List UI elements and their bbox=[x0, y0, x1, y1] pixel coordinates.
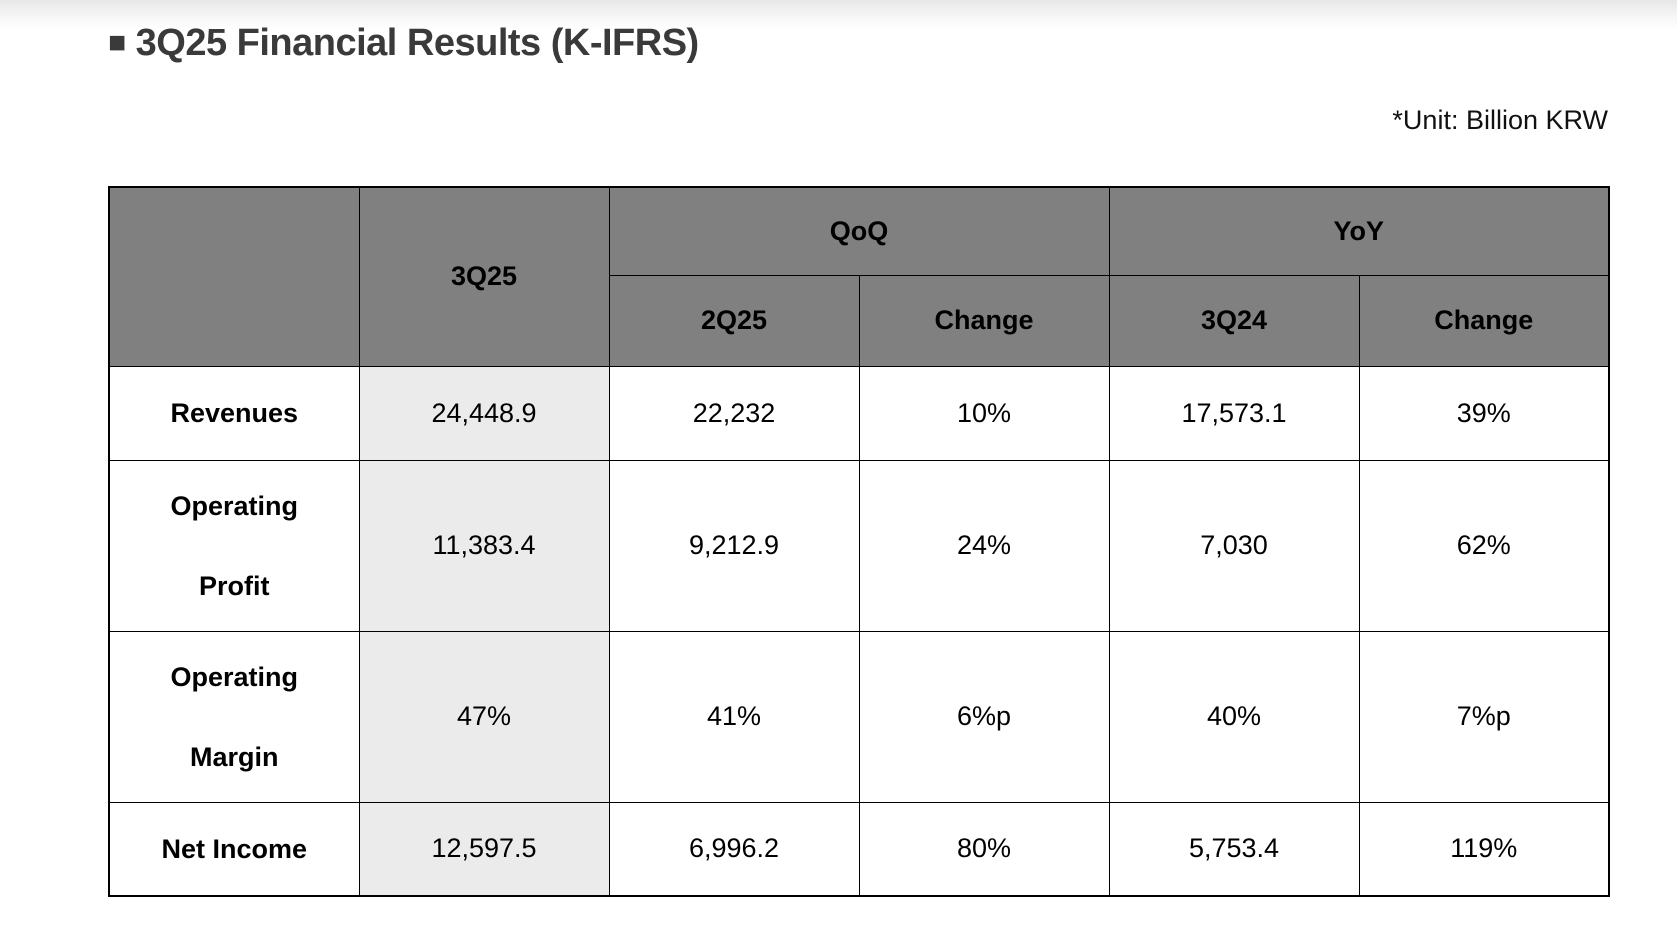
cell-revenues-qoq-change: 10% bbox=[858, 365, 1110, 461]
cell-operating-margin-yoy-change: 7%p bbox=[1358, 630, 1610, 803]
col-header-qoq-change: Change bbox=[858, 274, 1110, 367]
col-header-3q24: 3Q24 bbox=[1108, 274, 1360, 367]
cell-net-income-3q24: 5,753.4 bbox=[1108, 801, 1360, 897]
unit-note: *Unit: Billion KRW bbox=[1392, 105, 1608, 135]
cell-operating-margin-2q25: 41% bbox=[608, 630, 860, 803]
row-label-line: Margin bbox=[189, 741, 279, 772]
col-header-2q25: 2Q25 bbox=[608, 274, 860, 367]
col-group-yoy: YoY bbox=[1108, 186, 1610, 276]
table-row-net-income: Net Income 12,597.5 6,996.2 80% 5,753.4 … bbox=[108, 801, 1610, 897]
table-row-operating-profit: Operating Profit 11,383.4 9,212.9 24% 7,… bbox=[108, 459, 1610, 632]
header-row-subcolumns: 2Q25 Change 3Q24 Change bbox=[109, 274, 1610, 367]
document-content: ■ 3Q25 Financial Results (K-IFRS) *Unit: … bbox=[108, 22, 1611, 897]
cell-net-income-qoq-change: 80% bbox=[858, 801, 1110, 897]
cell-revenues-3q24: 17,573.1 bbox=[1108, 365, 1360, 461]
row-label-line: Operating bbox=[170, 661, 298, 692]
row-label-revenues: Revenues bbox=[108, 365, 360, 461]
financial-results-table: 3Q25 QoQ YoY 2Q25 Change 3Q24 Change Rev… bbox=[108, 186, 1611, 897]
row-label-operating-margin: Operating Margin bbox=[108, 630, 360, 803]
row-label-net-income: Net Income bbox=[108, 801, 360, 897]
header-row-groups: 3Q25 QoQ YoY bbox=[108, 186, 1610, 367]
cell-operating-margin-3q25: 47% bbox=[358, 630, 610, 803]
row-label-line: Profit bbox=[199, 570, 270, 601]
cell-operating-profit-3q25: 11,383.4 bbox=[358, 459, 610, 632]
table-row-revenues: Revenues 24,448.9 22,232 10% 17,573.1 39… bbox=[108, 365, 1610, 461]
corner-cell bbox=[108, 186, 360, 367]
cell-operating-margin-qoq-change: 6%p bbox=[858, 630, 1110, 803]
cell-operating-margin-3q24: 40% bbox=[1108, 630, 1360, 803]
page-title: ■ 3Q25 Financial Results (K-IFRS) bbox=[108, 22, 1608, 65]
row-label-line: Net Income bbox=[161, 833, 308, 864]
cell-revenues-3q25: 24,448.9 bbox=[358, 365, 610, 461]
table-row-operating-margin: Operating Margin 47% 41% 6%p 40% 7%p bbox=[108, 630, 1610, 803]
row-label-line: Operating bbox=[170, 490, 298, 521]
page-top-fade bbox=[0, 0, 1677, 30]
cell-operating-profit-yoy-change: 62% bbox=[1358, 459, 1610, 632]
cell-operating-profit-3q24: 7,030 bbox=[1108, 459, 1360, 632]
col-group-qoq: QoQ bbox=[608, 186, 1110, 276]
square-bullet-icon: ■ bbox=[108, 26, 126, 59]
cell-operating-profit-2q25: 9,212.9 bbox=[608, 459, 860, 632]
cell-net-income-yoy-change: 119% bbox=[1358, 801, 1610, 897]
cell-operating-profit-qoq-change: 24% bbox=[858, 459, 1110, 632]
cell-revenues-yoy-change: 39% bbox=[1358, 365, 1610, 461]
col-header-yoy-change: Change bbox=[1358, 274, 1610, 367]
col-header-3q25: 3Q25 bbox=[358, 186, 610, 367]
cell-net-income-2q25: 6,996.2 bbox=[608, 801, 860, 897]
cell-net-income-3q25: 12,597.5 bbox=[358, 801, 610, 897]
cell-revenues-2q25: 22,232 bbox=[608, 365, 860, 461]
page-title-text: 3Q25 Financial Results (K-IFRS) bbox=[135, 22, 700, 64]
row-label-operating-profit: Operating Profit bbox=[108, 459, 360, 632]
row-label-line: Revenues bbox=[170, 398, 299, 428]
